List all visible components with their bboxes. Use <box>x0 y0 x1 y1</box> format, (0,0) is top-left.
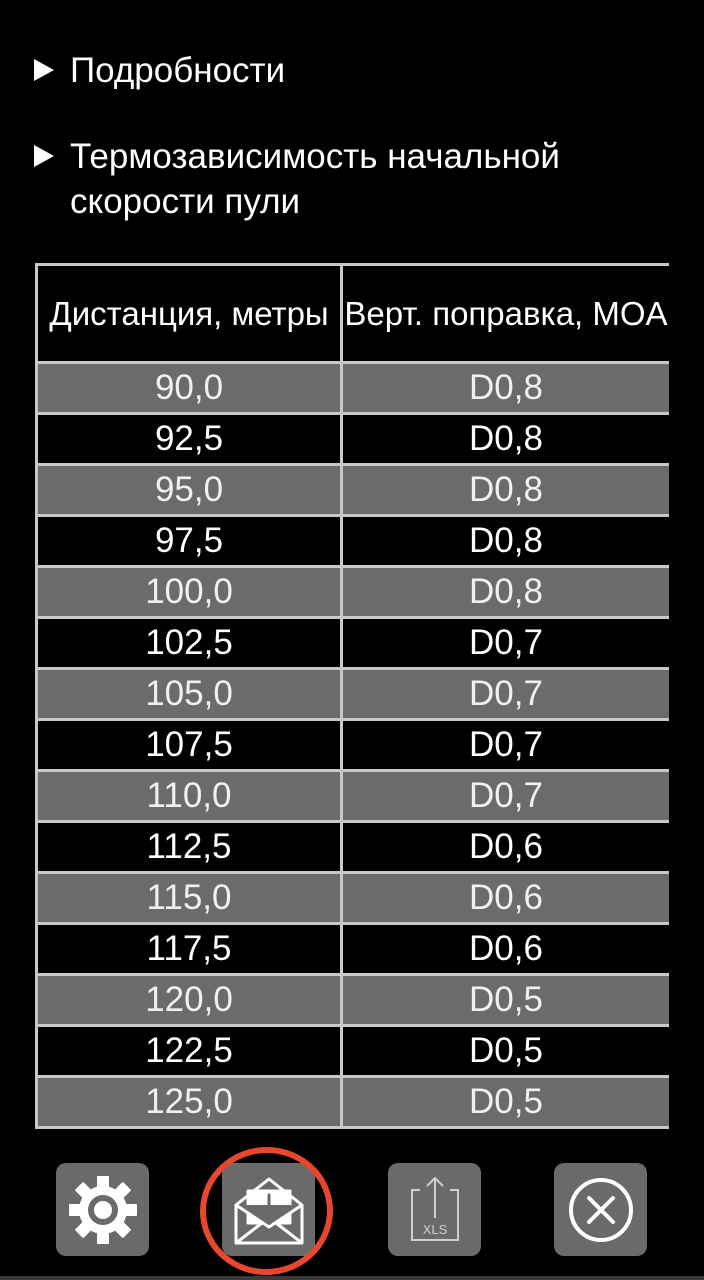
distance-cell: 122,5 <box>35 1024 343 1078</box>
ballistics-table-container[interactable]: Дистанция, метры Верт. поправка, MOA 90,… <box>35 263 669 1143</box>
correction-cell: D0,5 <box>340 1024 669 1078</box>
thermo-dependence-label: Термозависимость начальной скорости пули <box>70 137 560 221</box>
correction-cell: D0,5 <box>340 1075 669 1129</box>
correction-cell: D0,7 <box>340 718 669 772</box>
correction-cell: D0,8 <box>340 412 669 466</box>
distance-cell: 100,0 <box>35 565 343 619</box>
distance-cell: 95,0 <box>35 463 343 517</box>
distance-cell: 92,5 <box>35 412 343 466</box>
distance-cell: 102,5 <box>35 616 343 670</box>
send-mail-button[interactable] <box>222 1163 315 1256</box>
correction-cell: D0,7 <box>340 667 669 721</box>
settings-button[interactable] <box>56 1163 149 1256</box>
distance-cell: 112,5 <box>35 820 343 874</box>
table-row: 115,0 D0,6 <box>35 871 669 925</box>
details-label: Подробности <box>70 51 286 90</box>
distance-cell: 120,0 <box>35 973 343 1027</box>
correction-cell: D0,8 <box>340 463 669 517</box>
correction-cell: D0,6 <box>340 922 669 976</box>
table-row: 110,0 D0,7 <box>35 769 669 823</box>
distance-cell: 97,5 <box>35 514 343 568</box>
expand-arrow-icon <box>34 145 54 167</box>
distance-cell: 117,5 <box>35 922 343 976</box>
details-toggle[interactable]: Подробности <box>34 48 285 93</box>
mail-download-icon <box>234 1177 303 1244</box>
correction-cell: D0,8 <box>340 514 669 568</box>
distance-cell: 110,0 <box>35 769 343 823</box>
correction-cell: D0,8 <box>340 565 669 619</box>
table-row: 90,0 D0,8 <box>35 361 669 415</box>
table-row: 97,5 D0,8 <box>35 514 669 568</box>
correction-cell: D0,6 <box>340 871 669 925</box>
table-header-row: Дистанция, метры Верт. поправка, MOA <box>35 263 669 364</box>
table-body: 90,0 D0,8 92,5 D0,8 95,0 D0,8 97,5 D0,8 100,0 D0,… <box>35 361 669 1129</box>
correction-cell: D0,6 <box>340 820 669 874</box>
bottom-edge <box>0 1276 704 1280</box>
table-row: 107,5 D0,7 <box>35 718 669 772</box>
correction-cell: D0,7 <box>340 769 669 823</box>
distance-cell: 125,0 <box>35 1075 343 1129</box>
distance-cell: 90,0 <box>35 361 343 415</box>
table-row: 122,5 D0,5 <box>35 1024 669 1078</box>
bottom-toolbar: XLS <box>0 1142 704 1280</box>
header-vertical-correction: Верт. поправка, MOA <box>340 263 669 364</box>
correction-cell: D0,7 <box>340 616 669 670</box>
table-row: 112,5 D0,6 <box>35 820 669 874</box>
export-xls-button[interactable]: XLS <box>388 1163 481 1256</box>
distance-cell: 115,0 <box>35 871 343 925</box>
table-row: 92,5 D0,8 <box>35 412 669 466</box>
table-row: 100,0 D0,8 <box>35 565 669 619</box>
header-distance: Дистанция, метры <box>35 263 343 364</box>
table-row: 125,0 D0,5 <box>35 1075 669 1129</box>
table-row: 120,0 D0,5 <box>35 973 669 1027</box>
table-row: 102,5 D0,7 <box>35 616 669 670</box>
xls-badge: XLS <box>422 1222 447 1237</box>
ballistics-table: Дистанция, метры Верт. поправка, MOA 90,… <box>35 263 669 1129</box>
correction-cell: D0,8 <box>340 361 669 415</box>
expand-arrow-icon <box>34 59 54 81</box>
distance-cell: 107,5 <box>35 718 343 772</box>
table-row: 95,0 D0,8 <box>35 463 669 517</box>
table-row: 105,0 D0,7 <box>35 667 669 721</box>
table-row: 117,5 D0,6 <box>35 922 669 976</box>
xls-export-icon: XLS <box>410 1176 459 1241</box>
close-circle-icon <box>568 1177 633 1242</box>
distance-cell: 105,0 <box>35 667 343 721</box>
close-button[interactable] <box>554 1163 647 1256</box>
gear-icon <box>68 1175 137 1244</box>
thermo-dependence-toggle[interactable]: Термозависимость начальной скорости пули <box>34 134 654 224</box>
correction-cell: D0,5 <box>340 973 669 1027</box>
